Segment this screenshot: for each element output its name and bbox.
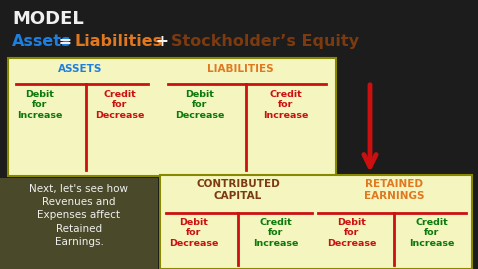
Text: Debit
for
Decrease: Debit for Decrease <box>169 218 219 248</box>
Text: Debit
for
Decrease: Debit for Decrease <box>327 218 377 248</box>
Text: Next, let's see how
Revenues and
Expenses affect
Retained
Earnings.: Next, let's see how Revenues and Expense… <box>30 184 129 247</box>
Text: ASSETS: ASSETS <box>58 64 102 74</box>
Text: Credit
for
Decrease: Credit for Decrease <box>95 90 145 120</box>
Text: MODEL: MODEL <box>12 10 84 28</box>
Text: Liabilities: Liabilities <box>74 34 162 49</box>
Text: LIABILITIES: LIABILITIES <box>206 64 273 74</box>
Text: Debit
for
Increase: Debit for Increase <box>17 90 63 120</box>
Text: =: = <box>54 34 78 49</box>
Text: Stockholder’s Equity: Stockholder’s Equity <box>171 34 358 49</box>
Bar <box>160 175 472 269</box>
Text: +: + <box>150 34 175 49</box>
Text: Credit
for
Increase: Credit for Increase <box>263 90 309 120</box>
Text: CONTRIBUTED
CAPITAL: CONTRIBUTED CAPITAL <box>196 179 280 201</box>
Text: Debit
for
Decrease: Debit for Decrease <box>175 90 225 120</box>
Text: Credit
for
Increase: Credit for Increase <box>253 218 299 248</box>
Text: Credit
for
Increase: Credit for Increase <box>409 218 455 248</box>
Text: Assets: Assets <box>12 34 72 49</box>
Bar <box>0 178 158 269</box>
Bar <box>8 58 336 176</box>
Text: RETAINED
EARNINGS: RETAINED EARNINGS <box>364 179 424 201</box>
